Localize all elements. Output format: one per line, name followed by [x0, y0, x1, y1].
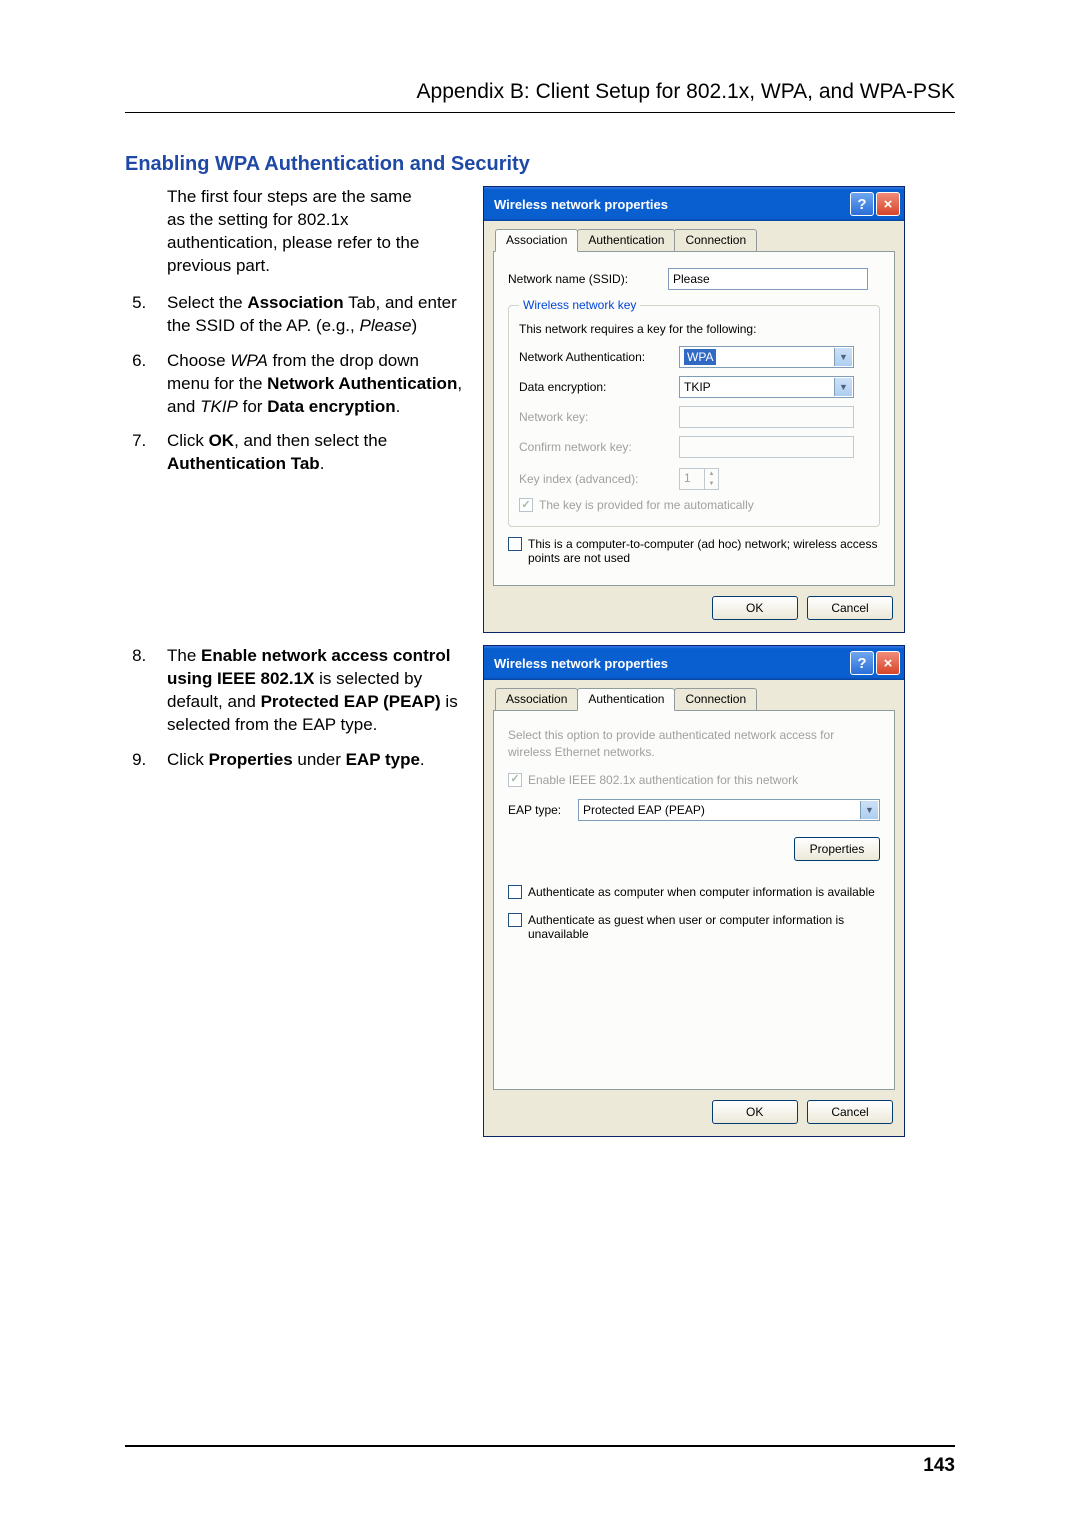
- tab-authentication[interactable]: Authentication: [577, 229, 675, 251]
- page-header: Appendix B: Client Setup for 802.1x, WPA…: [125, 80, 955, 104]
- chevron-down-icon: ▼: [860, 801, 878, 819]
- checkbox-icon: [508, 773, 522, 787]
- section-title: Enabling WPA Authentication and Security: [125, 153, 955, 176]
- dialog-authentication: Wireless network properties ? × Associat…: [483, 645, 905, 1137]
- tab-association[interactable]: Association: [495, 688, 578, 710]
- checkbox-icon: [508, 913, 522, 927]
- network-key-label: Network key:: [519, 410, 679, 424]
- eap-type-label: EAP type:: [508, 803, 578, 817]
- dialog-title: Wireless network properties: [494, 656, 848, 671]
- wireless-key-group: Wireless network key This network requir…: [508, 298, 880, 527]
- chevron-up-icon: ▲: [705, 469, 718, 479]
- steps-list-1: Select the Association Tab, and enter th…: [125, 292, 465, 477]
- chevron-down-icon: ▼: [705, 479, 718, 489]
- step-5: Select the Association Tab, and enter th…: [151, 292, 465, 338]
- group-text: This network requires a key for the foll…: [519, 322, 869, 336]
- titlebar[interactable]: Wireless network properties ? ×: [484, 187, 904, 221]
- confirm-key-label: Confirm network key:: [519, 440, 679, 454]
- enc-label: Data encryption:: [519, 380, 679, 394]
- tab-connection[interactable]: Connection: [674, 688, 757, 710]
- ssid-label: Network name (SSID):: [508, 272, 668, 286]
- footer-rule: [125, 1445, 955, 1447]
- cancel-button[interactable]: Cancel: [807, 1100, 893, 1124]
- step-8: The Enable network access control using …: [151, 645, 465, 737]
- help-button[interactable]: ?: [850, 651, 874, 675]
- dialog-association: Wireless network properties ? × Associat…: [483, 186, 905, 633]
- data-encryption-select[interactable]: TKIP ▼: [679, 376, 854, 398]
- ok-button[interactable]: OK: [712, 596, 798, 620]
- network-auth-value: WPA: [684, 349, 716, 365]
- tab-association[interactable]: Association: [495, 229, 578, 252]
- data-encryption-value: TKIP: [684, 380, 711, 394]
- titlebar[interactable]: Wireless network properties ? ×: [484, 646, 904, 680]
- page-number: 143: [923, 1455, 955, 1477]
- keyindex-label: Key index (advanced):: [519, 472, 679, 486]
- group-legend: Wireless network key: [519, 298, 640, 312]
- eap-type-select[interactable]: Protected EAP (PEAP) ▼: [578, 799, 880, 821]
- help-button[interactable]: ?: [850, 192, 874, 216]
- ok-button[interactable]: OK: [712, 1100, 798, 1124]
- intro-text: The first four steps are the same as the…: [167, 186, 427, 278]
- confirm-key-input: [679, 436, 854, 458]
- tab-authentication[interactable]: Authentication: [577, 688, 675, 711]
- dialog-title: Wireless network properties: [494, 197, 848, 212]
- network-key-input: [679, 406, 854, 428]
- checkbox-icon: [519, 498, 533, 512]
- step-6: Choose WPA from the drop down menu for t…: [151, 350, 465, 419]
- enable-8021x-checkbox: Enable IEEE 802.1x authentication for th…: [508, 773, 880, 787]
- header-rule: [125, 112, 955, 113]
- chevron-down-icon: ▼: [834, 378, 852, 396]
- auth-as-guest-checkbox[interactable]: Authenticate as guest when user or compu…: [508, 913, 880, 941]
- auth-as-computer-checkbox[interactable]: Authenticate as computer when computer i…: [508, 885, 880, 899]
- network-auth-select[interactable]: WPA ▼: [679, 346, 854, 368]
- chevron-down-icon: ▼: [834, 348, 852, 366]
- checkbox-icon: [508, 885, 522, 899]
- auth-label: Network Authentication:: [519, 350, 679, 364]
- keyindex-spinner: 1 ▲▼: [679, 468, 719, 490]
- properties-button[interactable]: Properties: [794, 837, 880, 861]
- checkbox-icon: [508, 537, 522, 551]
- tab-connection[interactable]: Connection: [674, 229, 757, 251]
- close-button[interactable]: ×: [876, 192, 900, 216]
- step-9: Click Properties under EAP type.: [151, 749, 465, 772]
- step-7: Click OK, and then select the Authentica…: [151, 430, 465, 476]
- steps-list-2: The Enable network access control using …: [125, 645, 465, 772]
- autokey-checkbox: The key is provided for me automatically: [519, 498, 869, 512]
- ssid-input[interactable]: [668, 268, 868, 290]
- close-button[interactable]: ×: [876, 651, 900, 675]
- eap-type-value: Protected EAP (PEAP): [583, 803, 705, 817]
- adhoc-checkbox[interactable]: This is a computer-to-computer (ad hoc) …: [508, 537, 880, 565]
- auth-description: Select this option to provide authentica…: [508, 727, 880, 761]
- cancel-button[interactable]: Cancel: [807, 596, 893, 620]
